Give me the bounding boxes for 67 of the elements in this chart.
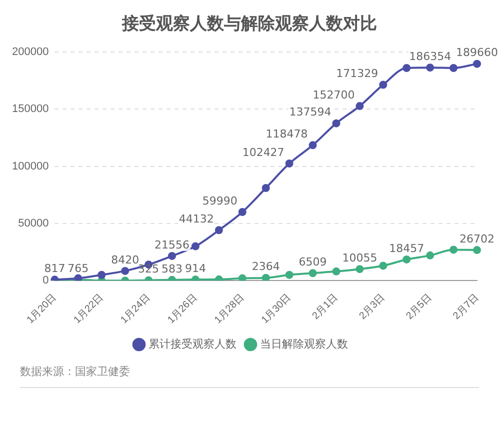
- data-label: 765: [68, 262, 89, 276]
- point: [450, 64, 458, 72]
- point: [402, 64, 411, 72]
- point: [285, 270, 294, 279]
- data-label: 44132: [178, 212, 214, 226]
- point: [238, 274, 246, 281]
- point: [332, 267, 340, 276]
- x-tick-label: 2月5日: [404, 292, 434, 322]
- y-tick-label: 100000: [12, 160, 49, 172]
- point: [473, 246, 481, 254]
- data-label: 583: [162, 262, 183, 276]
- data-label: 817: [44, 262, 66, 275]
- data-label: 118478: [266, 128, 308, 141]
- point: [356, 265, 364, 274]
- point: [426, 251, 434, 260]
- x-tick-label: 2月7日: [451, 292, 482, 322]
- data-label: 6509: [298, 255, 327, 268]
- point: [214, 226, 223, 234]
- data-label: 914: [184, 262, 206, 275]
- point: [214, 275, 223, 281]
- point: [473, 60, 481, 68]
- point: [98, 270, 106, 279]
- data-label: 186354: [409, 50, 452, 63]
- point: [379, 80, 388, 89]
- point: [262, 184, 270, 192]
- y-tick-label: 150000: [12, 103, 49, 116]
- point: [379, 262, 388, 270]
- point: [308, 141, 317, 150]
- data-label: 102427: [242, 146, 284, 159]
- point: [191, 242, 200, 250]
- point: [238, 208, 246, 216]
- data-label: 171329: [336, 67, 378, 80]
- point: [332, 119, 340, 128]
- y-tick-label: 200000: [12, 46, 49, 58]
- legend-label: 累计接受观察人数: [148, 338, 236, 351]
- point: [308, 269, 317, 278]
- data-label: 18457: [389, 242, 424, 255]
- point: [285, 160, 294, 168]
- data-label: 152700: [312, 88, 355, 102]
- point: [121, 266, 130, 275]
- point: [402, 255, 411, 264]
- point: [450, 246, 458, 254]
- x-tick-label: 1月28日: [212, 292, 246, 326]
- x-tick-label: 1月26日: [166, 292, 200, 326]
- data-label: 2364: [252, 260, 280, 274]
- point: [356, 102, 364, 110]
- x-tick-label: 1月30日: [260, 292, 294, 326]
- x-tick-label: 1月20日: [25, 292, 59, 326]
- y-tick-label: 50000: [18, 217, 49, 230]
- point: [168, 252, 176, 260]
- x-tick-label: 2月1日: [310, 292, 340, 322]
- legend-label: 当日解除观察人数: [260, 338, 348, 351]
- point: [262, 274, 270, 281]
- data-label: 137594: [289, 106, 332, 119]
- source-note: 数据来源：国家卫健委: [20, 364, 479, 388]
- point: [426, 64, 434, 72]
- data-label: 10055: [342, 251, 378, 264]
- x-tick-label: 1月22日: [72, 292, 106, 326]
- x-tick-label: 2月3日: [357, 292, 388, 322]
- y-tick-label: 0: [42, 274, 49, 287]
- data-label: 21556: [154, 238, 190, 252]
- data-label: 8420: [111, 253, 140, 266]
- data-label: 189660: [456, 46, 498, 60]
- data-label: 59990: [202, 194, 238, 208]
- chart-title: 接受观察人数与解除观察人数对比: [120, 13, 378, 36]
- data-label: 26702: [460, 232, 494, 246]
- x-tick-label: 1月24日: [118, 292, 153, 326]
